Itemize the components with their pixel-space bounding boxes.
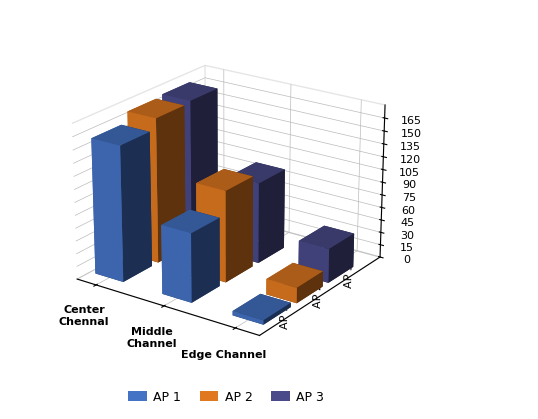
Legend: AP 1, AP 2, AP 3: AP 1, AP 2, AP 3 — [123, 385, 329, 409]
